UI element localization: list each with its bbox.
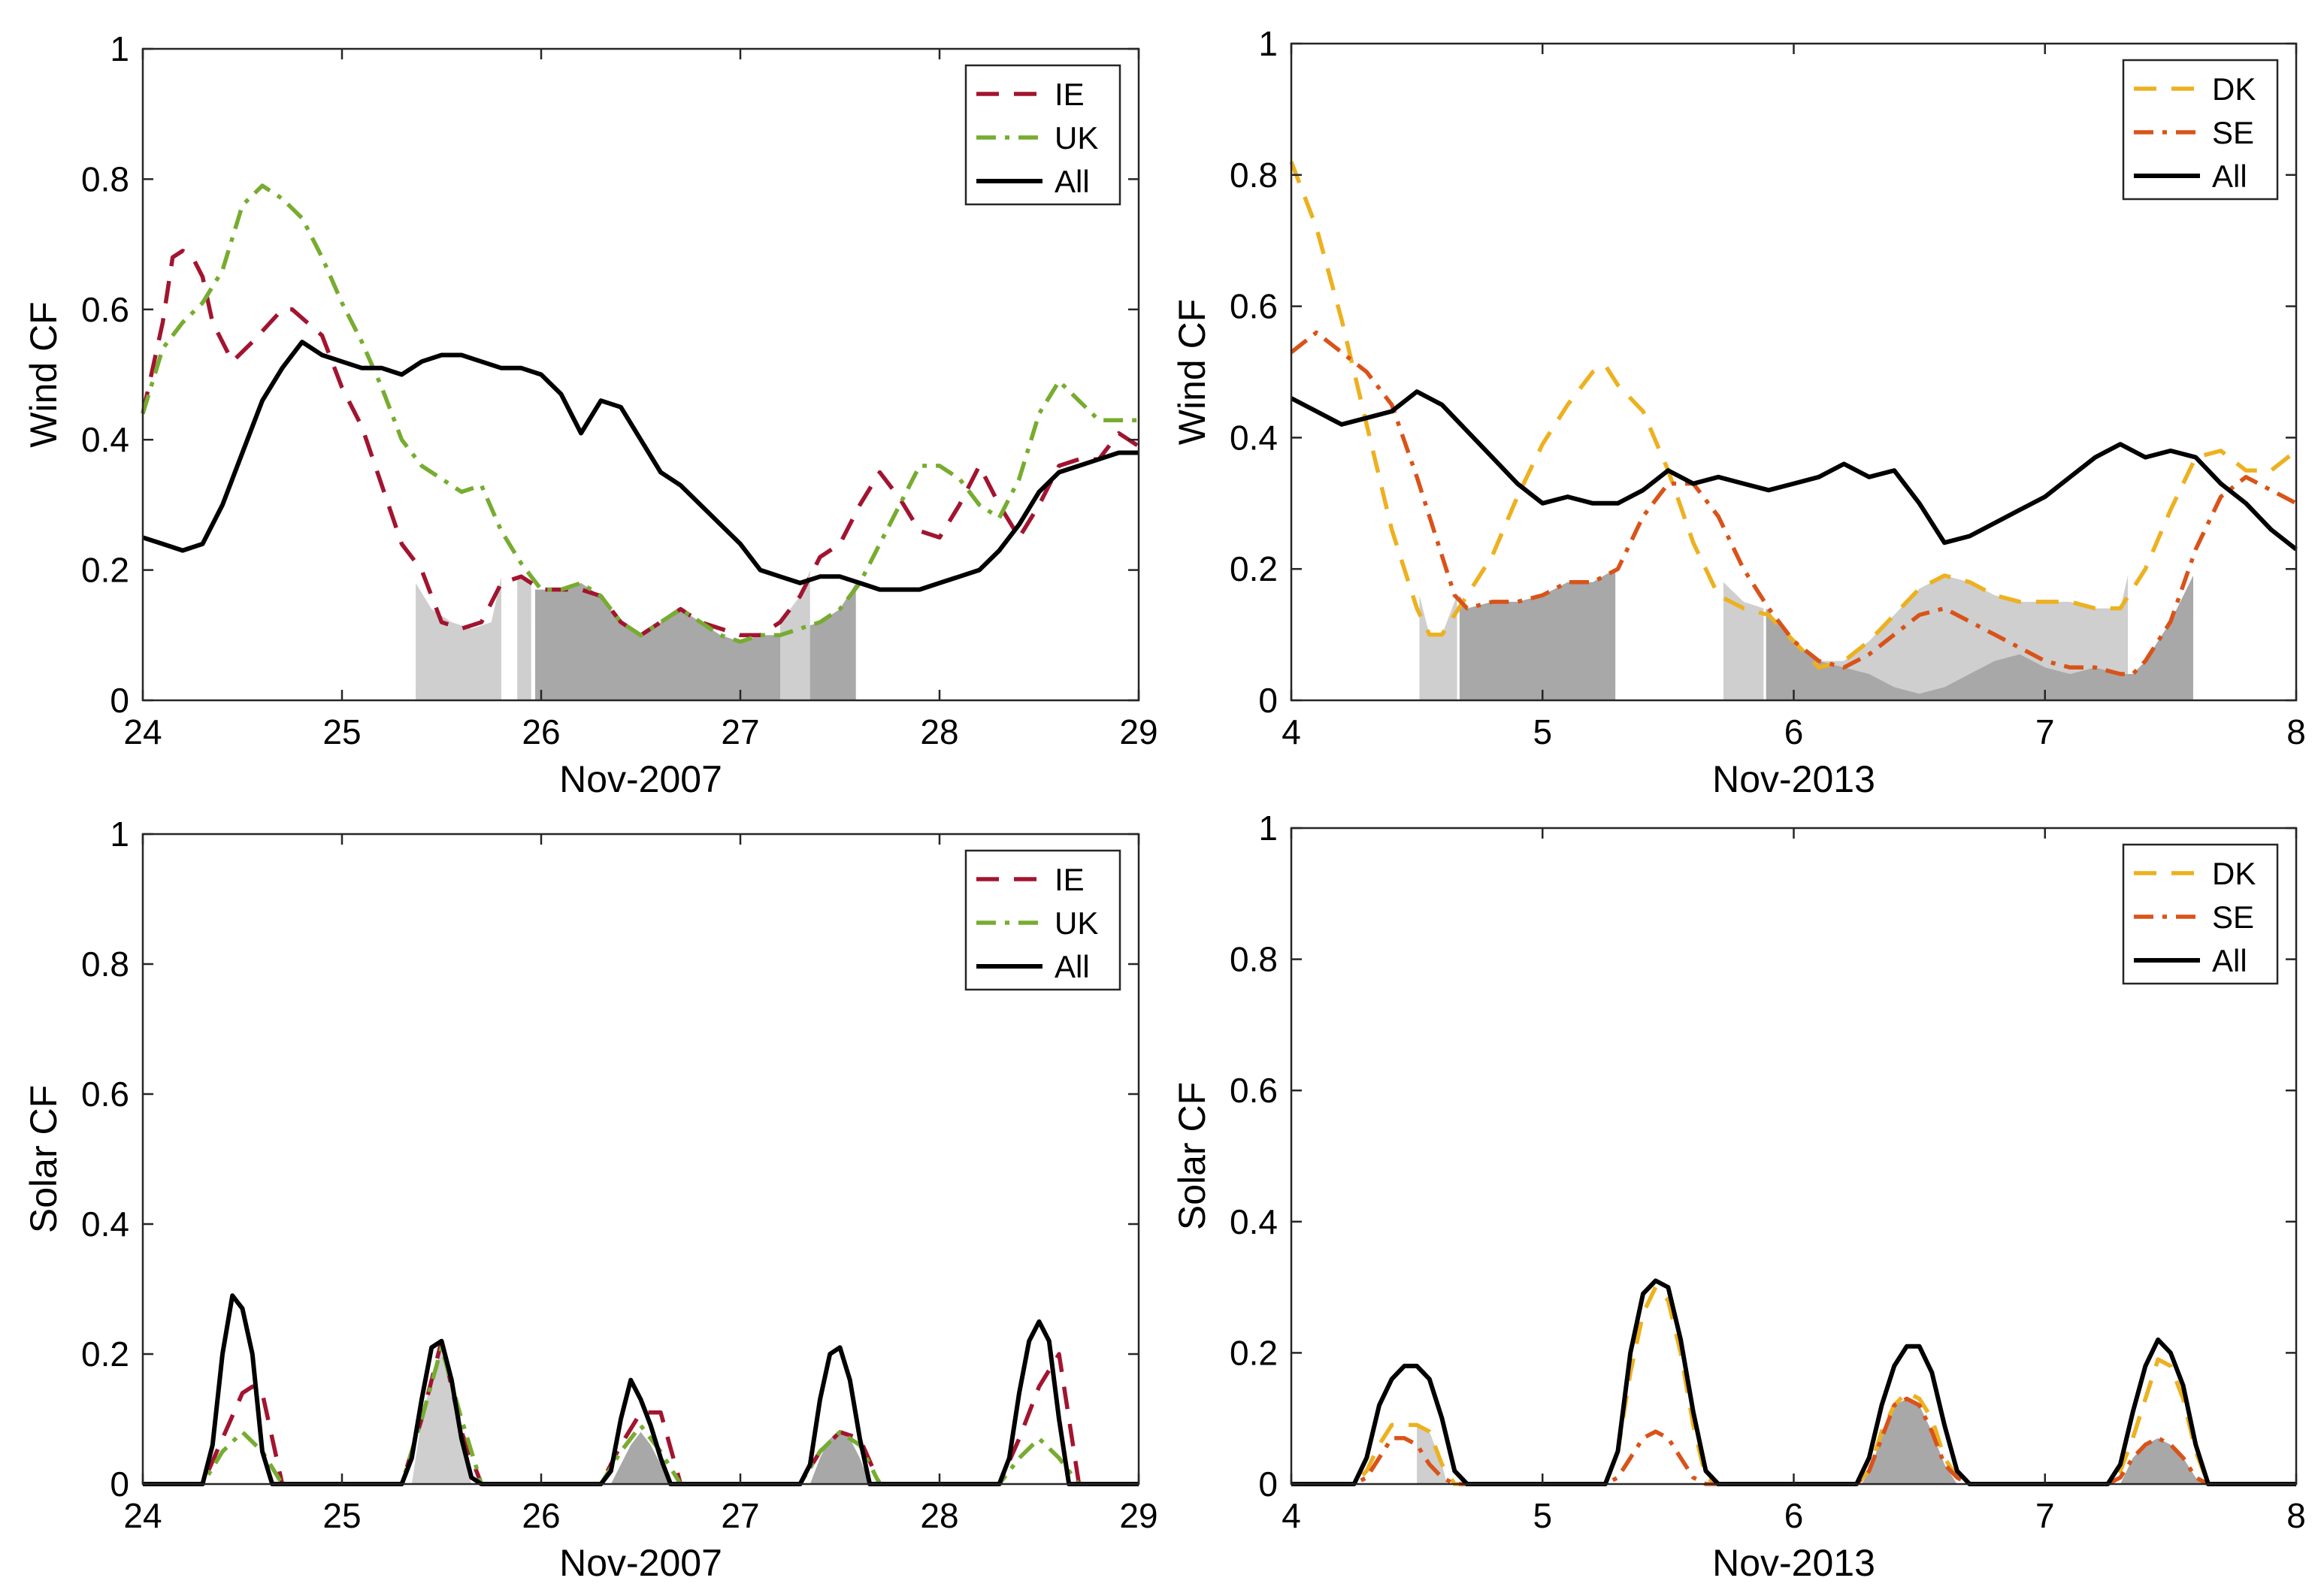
legend-label-all: All — [1055, 164, 1090, 199]
axes-box — [141, 833, 1140, 1486]
y-tick-label: 0.4 — [81, 420, 129, 459]
shaded-region — [535, 582, 856, 700]
series-line-all — [1290, 389, 2298, 552]
y-tick-label: 0.8 — [81, 945, 129, 984]
y-tick-label: 0.8 — [1230, 940, 1278, 979]
legend-label-ie: IE — [1055, 77, 1085, 112]
y-tick-label: 0.6 — [81, 1075, 129, 1114]
x-tick-label: 6 — [1784, 712, 1804, 751]
x-tick-label: 25 — [322, 1496, 361, 1535]
shaded-region — [780, 570, 810, 700]
y-tick-label: 0.2 — [81, 551, 129, 590]
series-line-dk — [1289, 161, 2298, 670]
series-line-all — [142, 340, 1139, 592]
x-axis-label: Nov-2007 — [559, 1542, 722, 1584]
x-tick-label: 24 — [123, 1496, 162, 1535]
legend-label-uk: UK — [1055, 905, 1098, 941]
y-tick-label: 0.2 — [1230, 1333, 1278, 1372]
legend-label-ie: IE — [1055, 862, 1085, 897]
y-axis-label: Solar CF — [1171, 1082, 1213, 1230]
y-tick-label: 0.6 — [81, 290, 129, 329]
x-tick-label: 5 — [1533, 1496, 1552, 1535]
shaded-region — [416, 576, 501, 700]
series-line-uk — [141, 183, 1139, 644]
y-tick-label: 1 — [110, 29, 129, 68]
legend-label-dk: DK — [2212, 71, 2256, 107]
x-axis-label: Nov-2013 — [1712, 1542, 1875, 1584]
shaded-region — [1766, 575, 2193, 700]
shaded-region — [411, 1347, 472, 1484]
y-tick-label: 0.4 — [1230, 1202, 1278, 1241]
shaded-region — [517, 576, 531, 700]
y-tick-label: 0 — [1258, 681, 1278, 720]
series-line-ie — [141, 249, 1140, 638]
legend: IE UK All — [964, 849, 1121, 991]
y-tick-label: 0 — [110, 681, 129, 720]
shaded-region — [1417, 1425, 1448, 1484]
x-tick-label: 8 — [2286, 712, 2306, 751]
shaded-region — [1723, 582, 1764, 700]
x-tick-label: 4 — [1282, 712, 1301, 751]
y-tick-label: 0 — [1258, 1465, 1278, 1504]
x-axis-label: Nov-2007 — [559, 758, 722, 800]
axes-box — [141, 47, 1140, 702]
x-tick-label: 6 — [1784, 1496, 1804, 1535]
y-tick-label: 0 — [110, 1465, 129, 1504]
x-tick-label: 26 — [522, 712, 560, 751]
x-tick-label: 7 — [2035, 1496, 2055, 1535]
y-axis-label: Wind CF — [23, 301, 65, 447]
x-tick-label: 29 — [1119, 712, 1157, 751]
legend-label-se: SE — [2212, 899, 2254, 935]
x-tick-label: 4 — [1282, 1496, 1301, 1535]
x-tick-label: 8 — [2286, 1496, 2306, 1535]
legend: DK SE All — [2122, 843, 2279, 985]
y-tick-label: 0.6 — [1230, 287, 1278, 326]
legend-label-all: All — [2212, 943, 2247, 978]
y-tick-label: 1 — [110, 815, 129, 854]
legend: IE UK All — [964, 64, 1121, 206]
chart-panel-solar-2007: 24 25 26 27 28 29 0 0.2 0.4 0.6 0.8 1 Nov-2007 Solar … — [23, 815, 1158, 1584]
chart-panel-wind-2007: 24 25 26 27 28 29 0 0.2 0.4 0.6 0.8 1 Nov-2007 Wind C… — [23, 29, 1158, 800]
chart-panel-solar-2013: 4 5 6 7 8 0 0.2 0.4 0.6 0.8 1 Nov-2013 Solar CF DK SE A… — [1171, 809, 2306, 1584]
shaded-region — [610, 1431, 671, 1484]
legend-label-all: All — [2212, 159, 2247, 194]
x-axis-label: Nov-2013 — [1712, 758, 1875, 800]
x-tick-label: 5 — [1533, 712, 1552, 751]
y-axis-label: Wind CF — [1171, 299, 1213, 445]
shaded-region — [1861, 1398, 1957, 1484]
x-tick-label: 24 — [123, 712, 162, 751]
y-tick-label: 0.6 — [1230, 1071, 1278, 1110]
chart-panel-wind-2013: 4 5 6 7 8 0 0.2 0.4 0.6 0.8 1 Nov-2013 Wind CF DK SE Al… — [1171, 24, 2306, 800]
shaded-region — [809, 1431, 870, 1484]
legend-label-dk: DK — [2212, 856, 2256, 891]
x-tick-label: 25 — [322, 712, 361, 751]
x-tick-label: 28 — [920, 1496, 958, 1535]
x-tick-label: 7 — [2035, 712, 2055, 751]
y-tick-label: 0.4 — [81, 1205, 129, 1244]
legend: DK SE All — [2122, 59, 2279, 201]
y-axis-label: Solar CF — [23, 1085, 65, 1233]
legend-label-se: SE — [2212, 115, 2254, 150]
x-tick-label: 27 — [721, 1496, 759, 1535]
series-line-se — [1290, 330, 2298, 676]
x-tick-label: 29 — [1119, 1496, 1157, 1535]
y-tick-label: 0.8 — [81, 159, 129, 198]
y-tick-label: 1 — [1258, 809, 1278, 848]
y-tick-label: 0.2 — [81, 1335, 129, 1374]
shaded-region — [1419, 595, 1457, 700]
y-tick-label: 1 — [1258, 24, 1278, 63]
x-tick-label: 27 — [721, 712, 759, 751]
y-tick-label: 0.2 — [1230, 549, 1278, 588]
y-tick-label: 0.8 — [1230, 156, 1278, 195]
y-tick-label: 0.4 — [1230, 418, 1278, 457]
x-tick-label: 28 — [920, 712, 958, 751]
legend-label-uk: UK — [1055, 120, 1098, 156]
x-tick-label: 26 — [522, 1496, 560, 1535]
legend-label-all: All — [1055, 949, 1090, 984]
